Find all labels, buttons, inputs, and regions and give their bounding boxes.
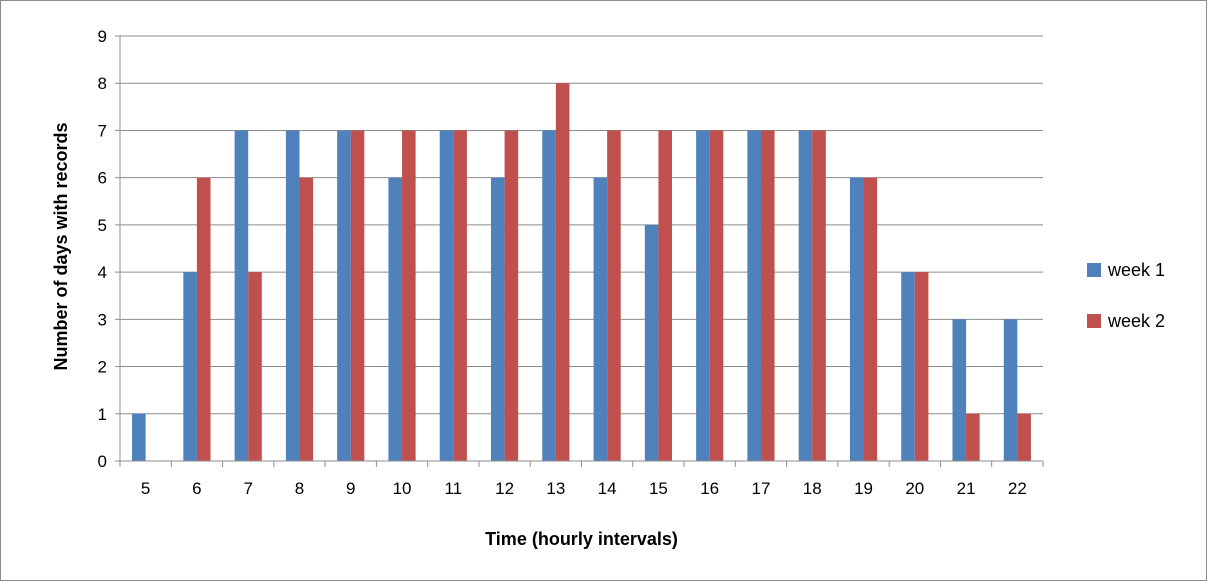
bar-week-1-7 [234, 130, 249, 461]
bar-week-1-8 [285, 130, 300, 461]
y-tick-9: 9 [98, 27, 107, 46]
legend-label-week-2: week 2 [1107, 311, 1165, 331]
bar-week-2-22 [1017, 413, 1031, 461]
bar-week-2-13 [555, 83, 570, 461]
y-tick-3: 3 [98, 310, 107, 329]
x-tick-14: 14 [598, 479, 617, 498]
bar-week-2-17 [760, 130, 775, 461]
bar-week-1-13 [542, 130, 556, 461]
bar-week-2-6 [196, 177, 211, 461]
gridlines [120, 35, 1043, 415]
x-tick-labels: 5 6 7 8 9 10 11 12 13 14 15 16 17 18 19 20 21 22 [119, 461, 1044, 498]
bar-week-2-7 [248, 272, 262, 461]
bar-week-1-15 [644, 224, 659, 461]
y-tick-6: 6 [98, 169, 107, 188]
legend: week 1 week 2 [1087, 260, 1165, 331]
bar-week-1-10 [388, 177, 403, 461]
bar-week-2-8 [299, 177, 314, 461]
x-tick-9: 9 [346, 479, 355, 498]
bar-week-2-12 [504, 130, 519, 461]
x-tick-13: 13 [546, 479, 565, 498]
x-tick-18: 18 [803, 479, 822, 498]
bar-week-1-22 [1003, 319, 1018, 461]
x-tick-21: 21 [957, 479, 976, 498]
bar-week-1-9 [337, 130, 351, 461]
x-tick-15: 15 [649, 479, 668, 498]
legend-swatch-week-2 [1087, 314, 1101, 328]
bar-week-1-18 [798, 130, 813, 461]
bar-week-1-20 [901, 272, 915, 461]
x-tick-8: 8 [295, 479, 304, 498]
y-tick-labels: 0 1 2 3 4 5 6 7 8 9 [98, 27, 120, 471]
y-axis-label: Number of days with records [51, 122, 71, 370]
x-tick-5: 5 [141, 479, 150, 498]
x-tick-12: 12 [495, 479, 514, 498]
y-tick-7: 7 [98, 121, 107, 140]
x-tick-17: 17 [752, 479, 771, 498]
bars [132, 83, 1031, 461]
bar-week-2-10 [402, 130, 416, 461]
y-tick-5: 5 [98, 216, 107, 235]
bar-week-1-17 [747, 130, 761, 461]
y-tick-8: 8 [98, 74, 107, 93]
x-tick-7: 7 [243, 479, 252, 498]
x-axis-label: Time (hourly intervals) [485, 529, 678, 549]
bar-week-2-9 [350, 130, 365, 461]
bar-week-1-11 [439, 130, 454, 461]
bar-week-1-5 [132, 413, 146, 461]
bar-week-2-19 [863, 177, 878, 461]
x-tick-22: 22 [1008, 479, 1027, 498]
bar-week-2-21 [966, 413, 980, 461]
x-tick-19: 19 [854, 479, 873, 498]
bar-week-1-21 [952, 319, 967, 461]
y-tick-0: 0 [98, 452, 107, 471]
x-tick-10: 10 [393, 479, 412, 498]
bar-week-2-16 [709, 130, 724, 461]
bar-week-1-14 [593, 177, 608, 461]
bar-week-1-19 [849, 177, 864, 461]
y-tick-4: 4 [98, 263, 107, 282]
y-tick-2: 2 [98, 358, 107, 377]
x-tick-20: 20 [905, 479, 924, 498]
bar-week-1-16 [696, 130, 710, 461]
y-tick-1: 1 [98, 405, 107, 424]
legend-label-week-1: week 1 [1107, 260, 1165, 280]
bar-week-1-12 [490, 177, 505, 461]
legend-swatch-week-1 [1087, 263, 1101, 277]
bar-week-2-14 [607, 130, 621, 461]
x-tick-16: 16 [700, 479, 719, 498]
x-tick-11: 11 [444, 479, 462, 498]
x-tick-6: 6 [192, 479, 201, 498]
bar-week-2-18 [812, 130, 826, 461]
bar-week-2-20 [914, 272, 929, 461]
bar-week-1-6 [183, 272, 197, 461]
bar-week-2-11 [453, 130, 467, 461]
bar-week-2-15 [658, 130, 673, 461]
